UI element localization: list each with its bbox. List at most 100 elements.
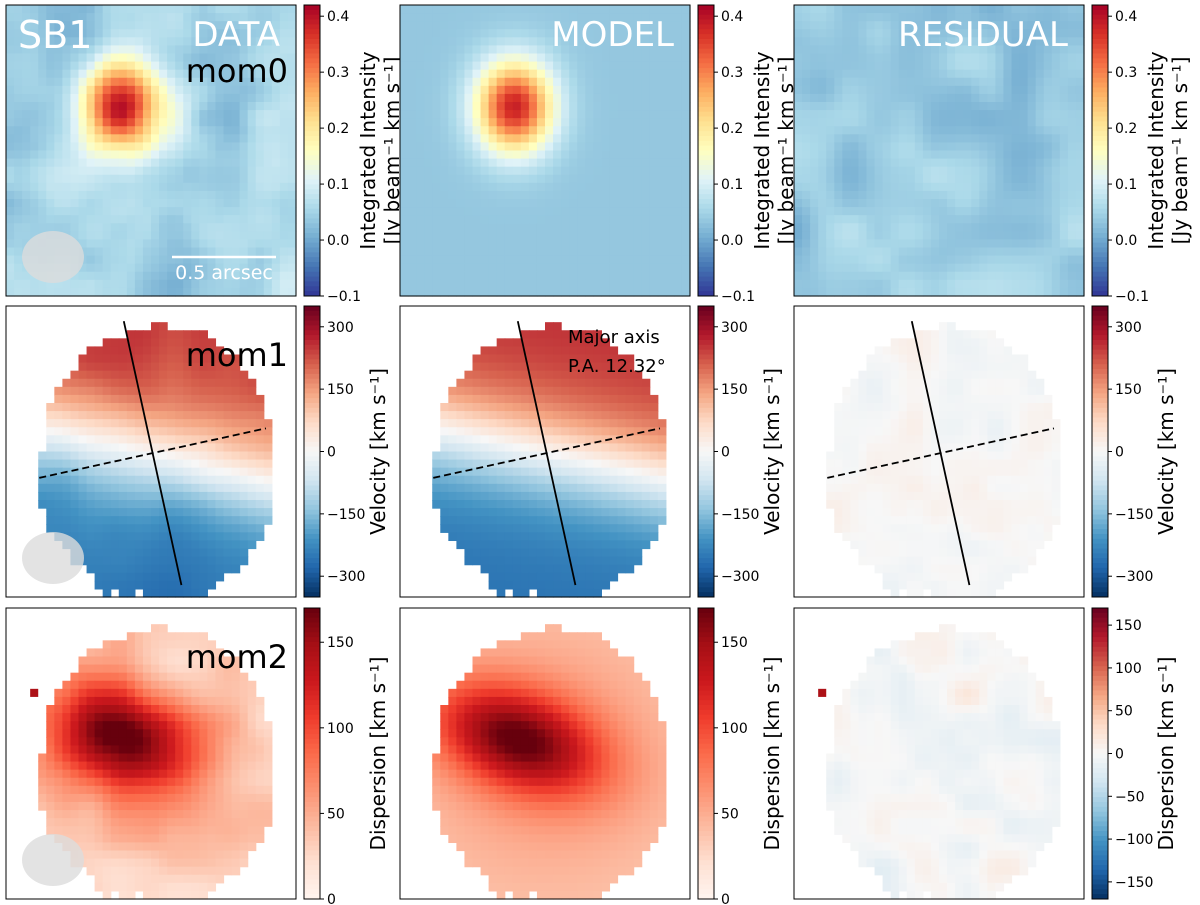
map-pixel (408, 134, 417, 144)
map-pixel (922, 77, 932, 87)
map-pixel (207, 239, 217, 249)
map-pixel (62, 158, 72, 168)
map-pixel (987, 69, 996, 79)
map-pixel (78, 540, 88, 550)
map-pixel (818, 263, 827, 273)
map-pixel (279, 53, 289, 63)
map-pixel (987, 134, 996, 144)
map-pixel (1075, 207, 1085, 216)
map-pixel (151, 580, 160, 590)
colorbar-segment (304, 432, 320, 438)
map-pixel (142, 378, 152, 388)
map-pixel (850, 37, 860, 47)
map-pixel (6, 271, 15, 281)
map-pixel (520, 263, 530, 273)
map-pixel (134, 263, 144, 273)
map-pixel (818, 110, 827, 119)
colorbar-segment (1092, 92, 1108, 98)
map-pixel (1035, 199, 1045, 208)
colorbar-segment (1092, 38, 1108, 45)
map-pixel (159, 21, 168, 30)
map-pixel (159, 263, 168, 273)
map-pixel (46, 199, 55, 208)
map-pixel (882, 247, 892, 257)
map-pixel (46, 37, 55, 47)
map-pixel (971, 239, 980, 249)
map-pixel (641, 166, 651, 176)
map-pixel (102, 362, 112, 372)
map-pixel (118, 524, 128, 533)
map-pixel (175, 548, 184, 558)
map-pixel (432, 263, 441, 273)
map-pixel (86, 190, 96, 200)
map-pixel (456, 166, 466, 176)
map-pixel (440, 5, 449, 14)
map-pixel (207, 29, 217, 38)
map-pixel (134, 85, 144, 95)
map-pixel (263, 443, 273, 453)
map-pixel (890, 287, 900, 297)
map-pixel (54, 215, 63, 224)
map-pixel (239, 524, 249, 533)
map-pixel (46, 190, 55, 200)
map-pixel (882, 93, 892, 103)
map-pixel (987, 126, 996, 135)
map-pixel (963, 255, 972, 265)
map-pixel (263, 142, 273, 152)
colorbar-segment (304, 563, 320, 569)
map-pixel (601, 150, 611, 160)
map-pixel (569, 215, 578, 224)
map-pixel (561, 166, 570, 176)
map-pixel (625, 45, 635, 55)
map-pixel (545, 118, 554, 127)
colorbar-segment (304, 131, 320, 137)
map-pixel (520, 223, 530, 232)
map-pixel (1035, 166, 1045, 176)
map-pixel (183, 435, 192, 445)
map-pixel (858, 174, 868, 184)
map-pixel (14, 215, 23, 224)
map-pixel (110, 29, 120, 38)
map-pixel (987, 279, 996, 289)
map-pixel (1067, 207, 1077, 216)
map-pixel (424, 126, 433, 135)
map-pixel (255, 182, 265, 192)
map-pixel (183, 77, 192, 87)
map-pixel (1027, 215, 1037, 224)
map-pixel (963, 93, 972, 103)
map-pixel (810, 21, 819, 30)
map-pixel (408, 287, 417, 297)
map-pixel (215, 287, 225, 297)
map-pixel (810, 5, 819, 14)
map-pixel (1003, 158, 1013, 168)
map-pixel (448, 239, 457, 249)
map-pixel (898, 85, 908, 95)
map-pixel (577, 93, 586, 103)
map-pixel (585, 255, 594, 265)
map-pixel (842, 102, 851, 111)
map-pixel (987, 5, 996, 14)
map-pixel (134, 158, 144, 168)
map-pixel (1011, 207, 1021, 216)
map-pixel (1067, 29, 1077, 38)
map-pixel (922, 69, 932, 79)
map-pixel (480, 199, 490, 208)
map-pixel (207, 13, 217, 22)
map-pixel (569, 118, 578, 127)
map-pixel (842, 271, 851, 281)
map-pixel (1051, 93, 1061, 103)
map-pixel (890, 142, 900, 152)
map-pixel (30, 21, 39, 30)
map-pixel (665, 182, 675, 192)
map-pixel (215, 37, 225, 47)
map-pixel (577, 247, 586, 257)
map-pixel (971, 223, 980, 232)
map-pixel (995, 255, 1005, 265)
map-pixel (432, 150, 441, 160)
map-pixel (906, 263, 916, 273)
map-pixel (512, 110, 522, 119)
map-pixel (191, 548, 200, 558)
map-pixel (545, 142, 554, 152)
map-pixel (263, 126, 273, 135)
map-pixel (62, 207, 72, 216)
